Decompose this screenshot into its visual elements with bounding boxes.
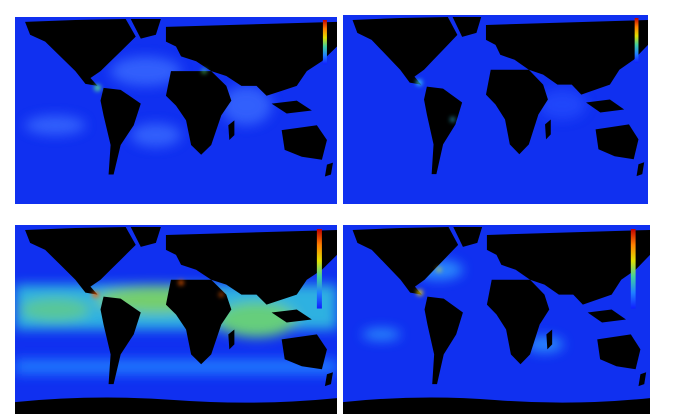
map-panel [343, 225, 650, 414]
map-panel [15, 17, 337, 204]
map-panel [343, 15, 648, 204]
map-panel [15, 225, 337, 414]
